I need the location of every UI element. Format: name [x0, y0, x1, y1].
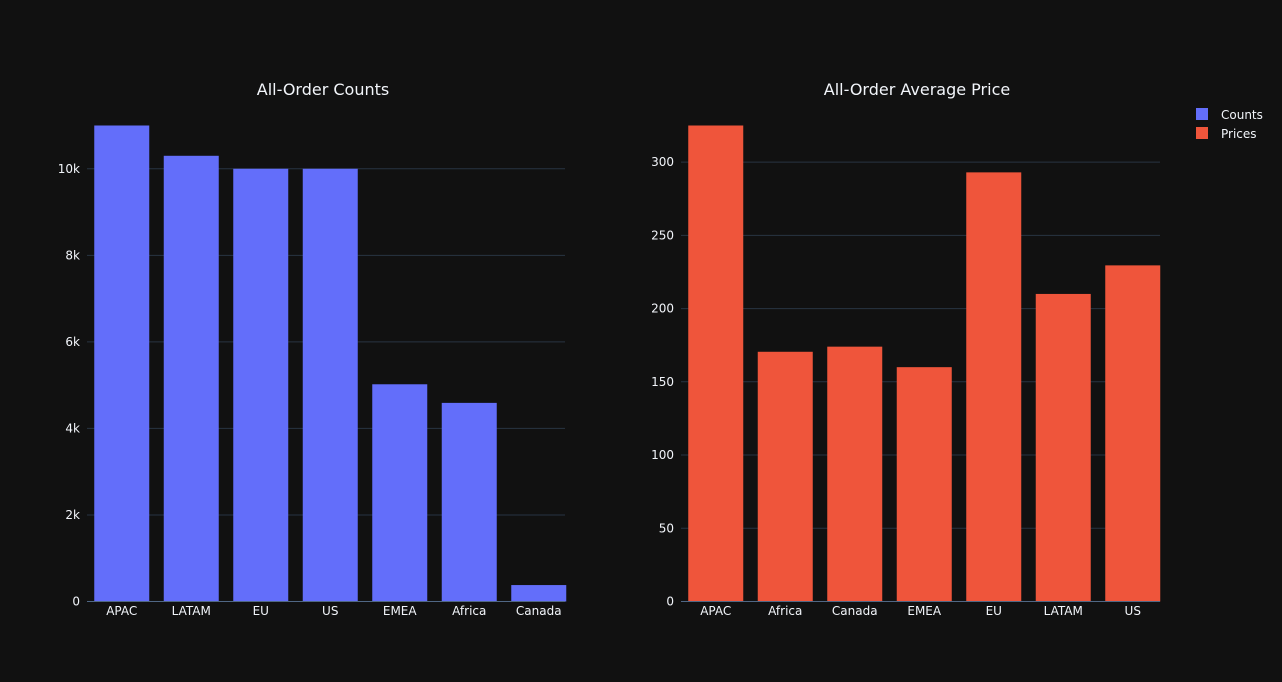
prices-ytick-label: 250 — [651, 228, 674, 242]
prices-bar-africa[interactable] — [757, 351, 813, 602]
counts-xtick-label: Africa — [452, 604, 486, 618]
counts-xtick-label: APAC — [106, 604, 137, 618]
prices-chart-title: All-Order Average Price — [824, 80, 1010, 99]
counts-bar-africa[interactable] — [441, 402, 497, 602]
legend-swatch-counts[interactable] — [1196, 108, 1208, 120]
prices-xtick-label: LATAM — [1044, 604, 1083, 618]
prices-xtick-label: Africa — [768, 604, 802, 618]
counts-xtick-label: EU — [253, 604, 269, 618]
prices-ytick-label: 300 — [651, 155, 674, 169]
counts-ytick-label: 0 — [72, 595, 80, 609]
counts-xtick-label: LATAM — [172, 604, 211, 618]
counts-bar-latam[interactable] — [163, 155, 219, 602]
counts-bar-canada[interactable] — [511, 585, 567, 602]
counts-bar-us[interactable] — [302, 168, 358, 602]
counts-chart-title: All-Order Counts — [257, 80, 389, 99]
prices-xtick-label: EU — [986, 604, 1002, 618]
counts-chart: All-Order Counts 0 2k 4k 6k 8k 10k APAC LATAM EU… — [58, 80, 567, 618]
prices-ytick-label: 0 — [666, 595, 674, 609]
counts-ytick-label: 8k — [65, 248, 80, 262]
prices-xtick-label: APAC — [700, 604, 731, 618]
prices-xtick-label: EMEA — [907, 604, 942, 618]
prices-ytick-label: 200 — [651, 302, 674, 316]
counts-ytick-label: 10k — [58, 162, 80, 176]
prices-bar-latam[interactable] — [1035, 293, 1091, 602]
legend-label-prices[interactable]: Prices — [1221, 127, 1257, 141]
counts-xtick-label: Canada — [516, 604, 562, 618]
prices-chart: All-Order Average Price 0 50 100 150 200 250 3… — [651, 80, 1161, 618]
counts-bar-emea[interactable] — [372, 384, 428, 602]
prices-bar-emea[interactable] — [896, 367, 952, 602]
prices-ytick-label: 150 — [651, 375, 674, 389]
prices-ytick-label: 50 — [659, 521, 674, 535]
counts-bar-apac[interactable] — [94, 125, 150, 602]
legend-label-counts[interactable]: Counts — [1221, 108, 1263, 122]
prices-ytick-label: 100 — [651, 448, 674, 462]
legend-swatch-prices[interactable] — [1196, 127, 1208, 139]
counts-ytick-label: 2k — [65, 508, 80, 522]
counts-ytick-label: 6k — [65, 335, 80, 349]
counts-ytick-label: 4k — [65, 421, 80, 435]
counts-xtick-label: EMEA — [383, 604, 418, 618]
counts-bar-eu[interactable] — [233, 168, 289, 602]
legend[interactable]: Counts Prices — [1196, 108, 1263, 141]
prices-bar-us[interactable] — [1105, 265, 1161, 602]
prices-xtick-label: US — [1125, 604, 1141, 618]
prices-bar-eu[interactable] — [966, 172, 1022, 602]
prices-bar-apac[interactable] — [688, 125, 744, 602]
counts-xtick-label: US — [322, 604, 338, 618]
prices-bar-canada[interactable] — [827, 346, 883, 602]
prices-xtick-label: Canada — [832, 604, 878, 618]
